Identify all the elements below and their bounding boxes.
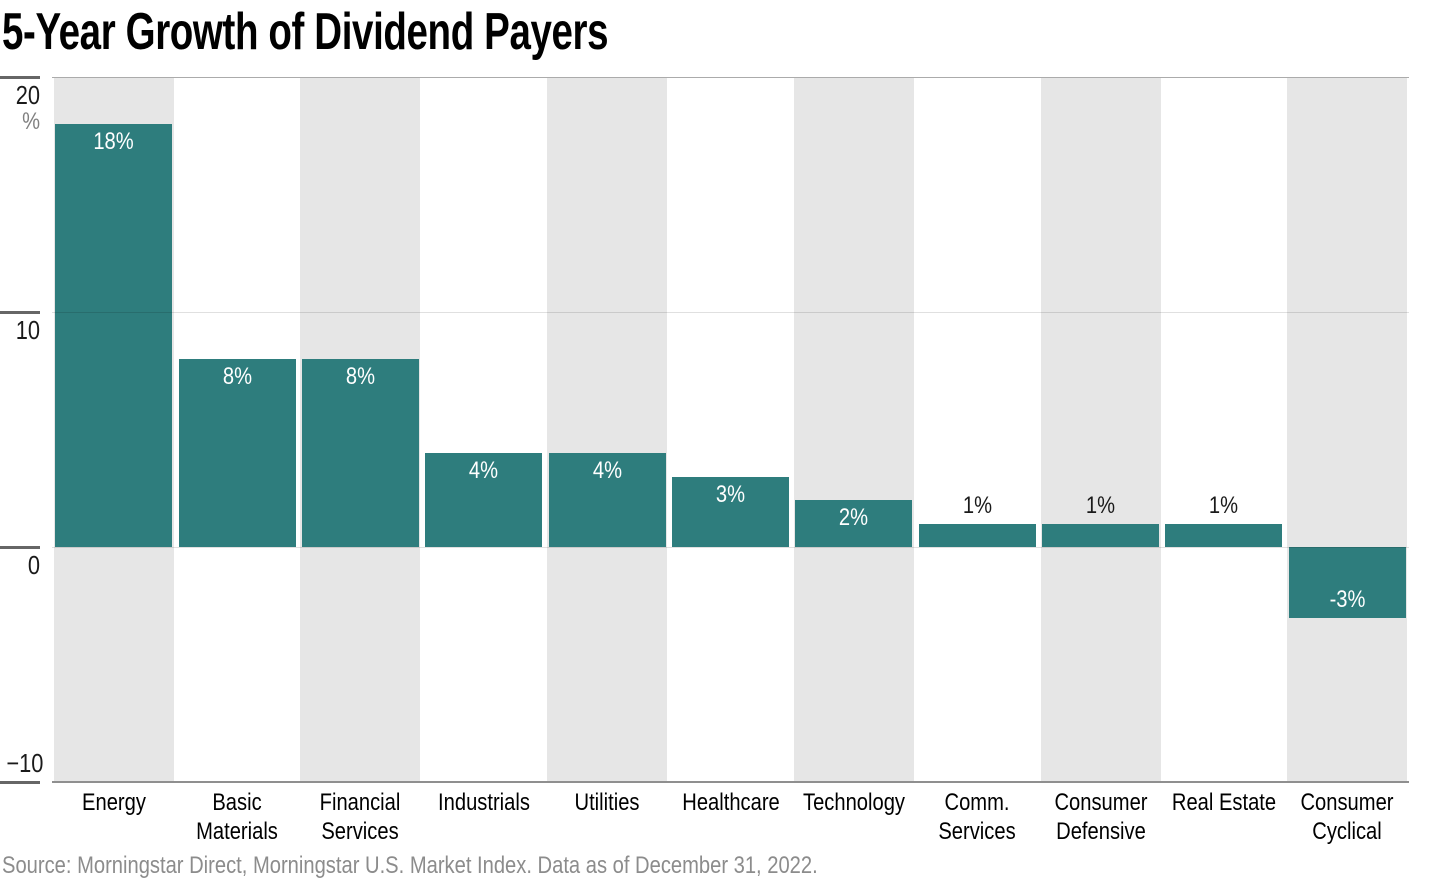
category-label: Basic Materials (174, 788, 300, 846)
bar (1165, 523, 1283, 547)
category-label: Comm. Services (914, 788, 1040, 846)
bar-value-label: 8% (222, 363, 252, 390)
bar (795, 500, 913, 547)
gridline (52, 547, 1409, 548)
background-stripe (547, 78, 668, 781)
category-label-line: Services (938, 818, 1016, 845)
y-axis-tick (0, 75, 40, 79)
chart-title: 5-Year Growth of Dividend Payers (2, 3, 609, 61)
category-label-line: Cyclical (1312, 818, 1383, 845)
bar-value-label: 1% (962, 491, 992, 519)
category-label: Healthcare (668, 788, 794, 817)
category-label: Real Estate (1161, 788, 1287, 817)
bar-value-label: 18% (93, 128, 134, 155)
category-label-line: Industrials (437, 789, 530, 816)
background-stripe (1287, 78, 1408, 781)
background-stripe (793, 78, 914, 781)
category-label: Consumer Defensive (1038, 788, 1164, 846)
source-note: Source: Morningstar Direct, Morningstar … (2, 852, 818, 879)
background-stripe (1040, 78, 1161, 781)
category-label-line: Services (321, 818, 400, 845)
category-label-line: Comm. (944, 789, 1010, 816)
y-axis-tick-label: 10 (15, 315, 40, 345)
gridline (52, 77, 1409, 78)
y-axis-tick-label: −10 (6, 748, 44, 778)
category-label-line: Real Estate (1171, 789, 1277, 816)
bar-value-label: 4% (592, 457, 622, 484)
category-label-line: Utilities (574, 789, 640, 816)
y-axis-tick (0, 310, 40, 314)
category-label-line: Financial (320, 789, 401, 816)
category-label-line: Healthcare (681, 789, 780, 816)
category-label-line: Materials (196, 818, 278, 845)
category-label: Utilities (544, 788, 670, 817)
y-axis-tick (0, 545, 40, 549)
bar (672, 476, 789, 547)
category-label-line: Defensive (1055, 818, 1146, 845)
y-axis-unit-label: % (22, 108, 40, 135)
category-label-line: Energy (81, 789, 146, 816)
category-label: Energy (51, 788, 177, 817)
category-label: Financial Services (297, 788, 423, 846)
gridline (52, 312, 1409, 313)
category-label: Industrials (421, 788, 547, 817)
category-label: Consumer Cyclical (1284, 788, 1410, 846)
bar-value-label: -3% (1329, 585, 1366, 613)
category-label-line: Consumer (1300, 789, 1394, 816)
category-label: Technology (791, 788, 917, 817)
x-axis-baseline (52, 781, 1409, 783)
bar-value-label: 2% (839, 504, 869, 531)
category-label-line: Technology (802, 789, 905, 816)
bar (548, 453, 666, 547)
bar (178, 359, 296, 547)
bar-value-label: 4% (469, 457, 499, 484)
bar-value-label: 1% (1086, 491, 1116, 519)
bar-value-label: 1% (1209, 491, 1239, 519)
y-axis-tick-label: 0 (27, 550, 40, 580)
category-label-line: Consumer (1054, 789, 1148, 816)
bar-value-label: 3% (715, 480, 746, 508)
bar (425, 453, 543, 547)
category-label-line: Basic (212, 789, 262, 816)
y-axis-tick-label: 20 (15, 80, 40, 110)
bar (301, 359, 419, 547)
plot-area: 18% 8% 8% 4% 4% 3% 2% 1% 1% 1% -3% (52, 77, 1409, 783)
bar-value-label: 8% (345, 363, 375, 390)
bar (55, 124, 173, 547)
bar (1288, 547, 1406, 618)
y-axis-tick (0, 780, 40, 784)
bar (918, 523, 1036, 547)
bar (1042, 523, 1160, 547)
